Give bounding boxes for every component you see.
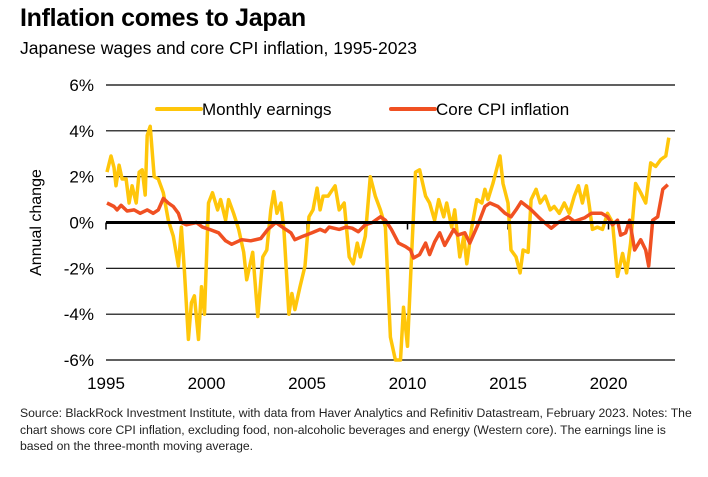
y-tick-label: 2%: [69, 168, 94, 187]
y-tick-label: -4%: [64, 305, 94, 324]
legend-label: Monthly earnings: [202, 100, 331, 119]
y-axis-label: Annual change: [28, 169, 45, 276]
source-note: Source: BlackRock Investment Institute, …: [20, 406, 692, 453]
y-tick-label: 6%: [69, 76, 94, 95]
x-tick-label: 2005: [288, 374, 326, 393]
y-tick-label: 4%: [69, 122, 94, 141]
x-tick-label: 2015: [489, 374, 527, 393]
x-tick-label: 2020: [590, 374, 628, 393]
series-line-core-cpi: [106, 183, 669, 268]
series-line-earnings: [105, 124, 671, 362]
x-tick-label: 1995: [87, 374, 125, 393]
y-tick-label: 0%: [69, 214, 94, 233]
chart-subtitle: Japanese wages and core CPI inflation, 1…: [20, 38, 417, 58]
x-tick-label: 2000: [188, 374, 226, 393]
legend-label: Core CPI inflation: [436, 100, 569, 119]
y-tick-label: -2%: [64, 259, 94, 278]
chart-title: Inflation comes to Japan: [20, 4, 306, 32]
y-tick-label: -6%: [64, 351, 94, 370]
x-tick-label: 2010: [389, 374, 427, 393]
